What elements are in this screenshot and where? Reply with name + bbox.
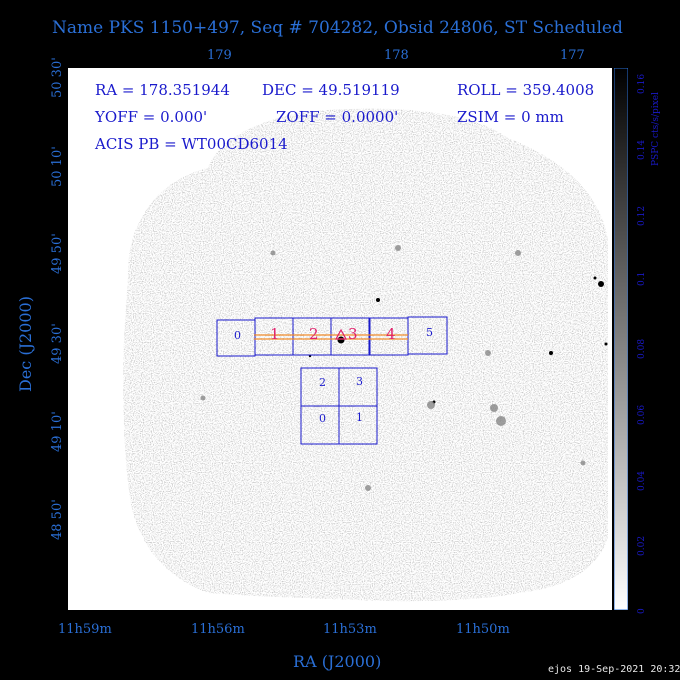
chip-label-s0: 0 xyxy=(234,329,241,342)
aimpoint-marker xyxy=(334,328,348,340)
chip-label-s1: 1 xyxy=(270,325,280,343)
y-tick-label: 49 50' xyxy=(50,233,65,274)
x-bottom-tick-label: 11h56m xyxy=(191,622,245,637)
x-top-tick-label: 177 xyxy=(560,48,585,63)
chip-label-i2: 2 xyxy=(319,376,326,389)
y-tick-label: 49 10' xyxy=(50,411,65,452)
y-tick-label: 50 30' xyxy=(50,57,65,98)
x-top-tick-label: 178 xyxy=(384,48,409,63)
colorbar-label: PSPC cts/s/pixel xyxy=(651,92,661,166)
slit xyxy=(254,334,408,340)
colorbar-tick: 0.1 xyxy=(637,271,647,286)
info-yoff: YOFF = 0.000' xyxy=(95,108,208,126)
y-tick-label: 48 50' xyxy=(50,499,65,540)
colorbar-tick: 0.04 xyxy=(637,470,647,491)
chip-label-s5: 5 xyxy=(426,326,433,339)
info-ra: RA = 178.351944 xyxy=(95,81,230,99)
faint-sources xyxy=(200,245,586,491)
colorbar-tick: 0.16 xyxy=(637,73,647,94)
chip-label-s3: 3 xyxy=(348,325,358,343)
colorbar-tick: 0 xyxy=(637,608,647,614)
x-bottom-tick-label: 11h53m xyxy=(323,622,377,637)
colorbar-tick: 0.06 xyxy=(637,404,647,425)
acis-i-array xyxy=(300,367,378,445)
sky-image-plot xyxy=(68,68,612,610)
info-roll: ROLL = 359.4008 xyxy=(457,81,595,99)
y-tick-label: 50 10' xyxy=(50,146,65,187)
chip-label-s2: 2 xyxy=(309,325,319,343)
colorbar-tick: 0.12 xyxy=(637,205,647,226)
info-dec: DEC = 49.519119 xyxy=(262,81,400,99)
colorbar-tick: 0.14 xyxy=(637,139,647,160)
colorbar xyxy=(614,68,628,610)
x-axis-label: RA (J2000) xyxy=(293,652,382,671)
x-bottom-tick-label: 11h59m xyxy=(58,622,112,637)
chip-label-s4: 4 xyxy=(386,325,396,343)
chip-label-i1: 1 xyxy=(356,411,363,424)
info-acis-pb: ACIS PB = WT00CD6014 xyxy=(95,135,288,153)
y-tick-label: 49 30' xyxy=(50,323,65,364)
info-zsim: ZSIM = 0 mm xyxy=(457,108,564,126)
colorbar-tick: 0.08 xyxy=(637,338,647,359)
x-top-tick-label: 179 xyxy=(207,48,232,63)
colorbar-tick: 0.02 xyxy=(637,535,647,556)
chip-label-i0: 0 xyxy=(319,412,326,425)
y-axis-label: Dec (J2000) xyxy=(16,296,35,392)
chart-title: Name PKS 1150+497, Seq # 704282, Obsid 2… xyxy=(52,18,623,38)
sources xyxy=(308,276,608,404)
chip-label-i3: 3 xyxy=(356,375,363,388)
x-bottom-tick-label: 11h50m xyxy=(456,622,510,637)
info-zoff: ZOFF = 0.0000' xyxy=(276,108,399,126)
footer-timestamp: ejos 19-Sep-2021 20:32 xyxy=(548,664,680,675)
